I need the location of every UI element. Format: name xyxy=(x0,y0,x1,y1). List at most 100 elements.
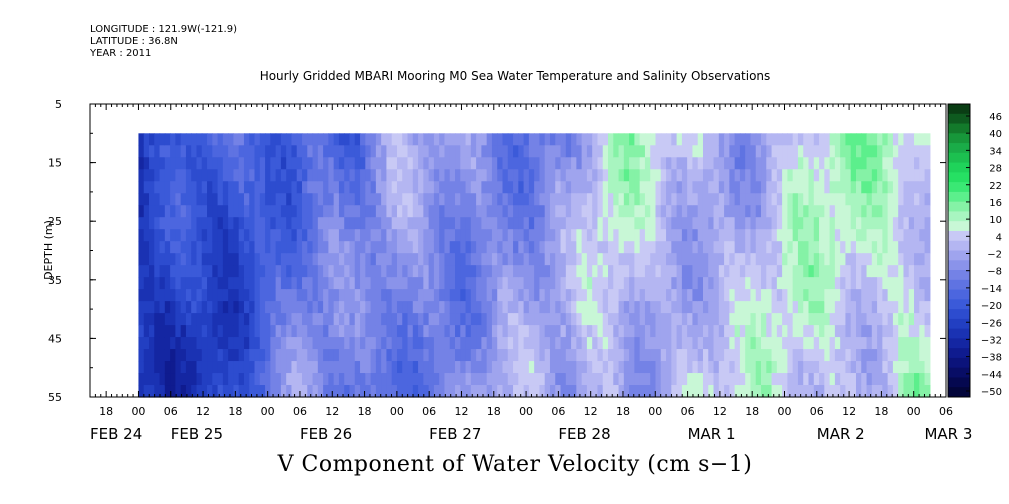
heatmap-cell xyxy=(681,157,688,170)
heatmap-cell xyxy=(829,253,836,266)
heatmap-cell xyxy=(819,157,825,170)
heatmap-cell xyxy=(207,253,213,266)
heatmap-cell xyxy=(391,169,398,182)
colorbar-label: −32 xyxy=(981,335,1002,346)
heatmap-cell xyxy=(634,277,641,290)
heatmap-cell xyxy=(154,361,161,374)
heatmap-cell xyxy=(491,313,498,326)
heatmap-cell xyxy=(771,145,778,158)
heatmap-cell xyxy=(803,373,810,386)
heatmap-cell xyxy=(354,313,361,326)
heatmap-cell xyxy=(745,205,752,218)
heatmap-cell xyxy=(834,205,841,218)
heatmap-cell xyxy=(154,289,161,302)
heatmap-cell xyxy=(328,349,335,362)
heatmap-cell xyxy=(201,193,208,206)
heatmap-cell xyxy=(502,265,509,278)
heatmap-cell xyxy=(898,373,905,386)
heatmap-cell xyxy=(280,133,287,146)
heatmap-cell xyxy=(249,145,256,158)
heatmap-cell xyxy=(692,325,699,338)
heatmap-cell xyxy=(391,253,398,266)
heatmap-cell xyxy=(871,145,878,158)
heatmap-cell xyxy=(360,277,366,290)
heatmap-cell xyxy=(365,289,372,302)
heatmap-cell xyxy=(734,277,741,290)
heatmap-cell xyxy=(191,385,198,398)
heatmap-cell xyxy=(666,289,672,302)
heatmap-cell xyxy=(507,313,514,326)
heatmap-cell xyxy=(344,181,351,194)
heatmap-cell xyxy=(180,157,187,170)
heatmap-cell xyxy=(391,349,398,362)
heatmap-cell xyxy=(576,385,583,398)
heatmap-cell xyxy=(903,229,910,242)
heatmap-cell xyxy=(692,289,699,302)
heatmap-cell xyxy=(423,265,430,278)
heatmap-cell xyxy=(671,169,678,182)
heatmap-cell xyxy=(259,181,266,194)
heatmap-cell xyxy=(671,241,678,254)
colorbar-swatch xyxy=(948,182,970,193)
heatmap-cell xyxy=(180,253,187,266)
colorbar-swatch xyxy=(948,299,970,310)
heatmap-cell xyxy=(819,325,825,338)
heatmap-cell xyxy=(528,205,535,218)
heatmap-cell xyxy=(739,205,746,218)
heatmap-cell xyxy=(502,361,509,374)
heatmap-cell xyxy=(270,373,277,386)
heatmap-cell xyxy=(882,169,889,182)
heatmap-cell xyxy=(370,169,377,182)
heatmap-cell xyxy=(634,193,641,206)
heatmap-cell xyxy=(776,169,783,182)
heatmap-cell xyxy=(755,241,762,254)
heatmap-cell xyxy=(323,217,329,230)
heatmap-cell xyxy=(418,133,424,146)
heatmap-cell xyxy=(254,337,261,350)
heatmap-cell xyxy=(428,337,435,350)
heatmap-cell xyxy=(328,229,335,242)
heatmap-cell xyxy=(170,181,176,194)
heatmap-cell xyxy=(608,277,614,290)
heatmap-cell xyxy=(280,373,287,386)
heatmap-cell xyxy=(908,289,915,302)
heatmap-cell xyxy=(418,217,424,230)
heatmap-cell xyxy=(549,253,556,266)
heatmap-cell xyxy=(877,169,883,182)
heatmap-cell xyxy=(243,253,250,266)
heatmap-cell xyxy=(782,145,788,158)
heatmap-cell xyxy=(296,181,303,194)
heatmap-cell xyxy=(613,181,620,194)
heatmap-cell xyxy=(333,193,340,206)
heatmap-cell xyxy=(375,349,382,362)
heatmap-cell xyxy=(813,325,820,338)
heatmap-cell xyxy=(739,169,746,182)
heatmap-cell xyxy=(618,277,625,290)
heatmap-cell xyxy=(486,373,493,386)
heatmap-cell xyxy=(507,289,514,302)
heatmap-cell xyxy=(307,289,314,302)
heatmap-cell xyxy=(776,265,783,278)
heatmap-cell xyxy=(829,349,836,362)
heatmap-cell xyxy=(238,181,245,194)
year-label: YEAR : 2011 xyxy=(90,48,152,59)
colorbar-label: −8 xyxy=(987,267,1002,278)
heatmap-cell xyxy=(660,385,667,398)
heatmap-cell xyxy=(739,133,746,146)
heatmap-cell xyxy=(349,253,356,266)
heatmap-cell xyxy=(333,229,340,242)
heatmap-cell xyxy=(391,325,398,338)
heatmap-cell xyxy=(871,193,878,206)
heatmap-cell xyxy=(734,145,741,158)
heatmap-cell xyxy=(523,181,530,194)
heatmap-cell xyxy=(402,301,409,314)
heatmap-cell xyxy=(761,289,767,302)
heatmap-cell xyxy=(565,181,572,194)
heatmap-cell xyxy=(924,361,931,374)
heatmap-cell xyxy=(328,385,335,398)
heatmap-cell xyxy=(555,169,562,182)
heatmap-cell xyxy=(439,325,446,338)
heatmap-cell xyxy=(386,277,393,290)
heatmap-cell xyxy=(275,337,282,350)
heatmap-cell xyxy=(243,301,250,314)
